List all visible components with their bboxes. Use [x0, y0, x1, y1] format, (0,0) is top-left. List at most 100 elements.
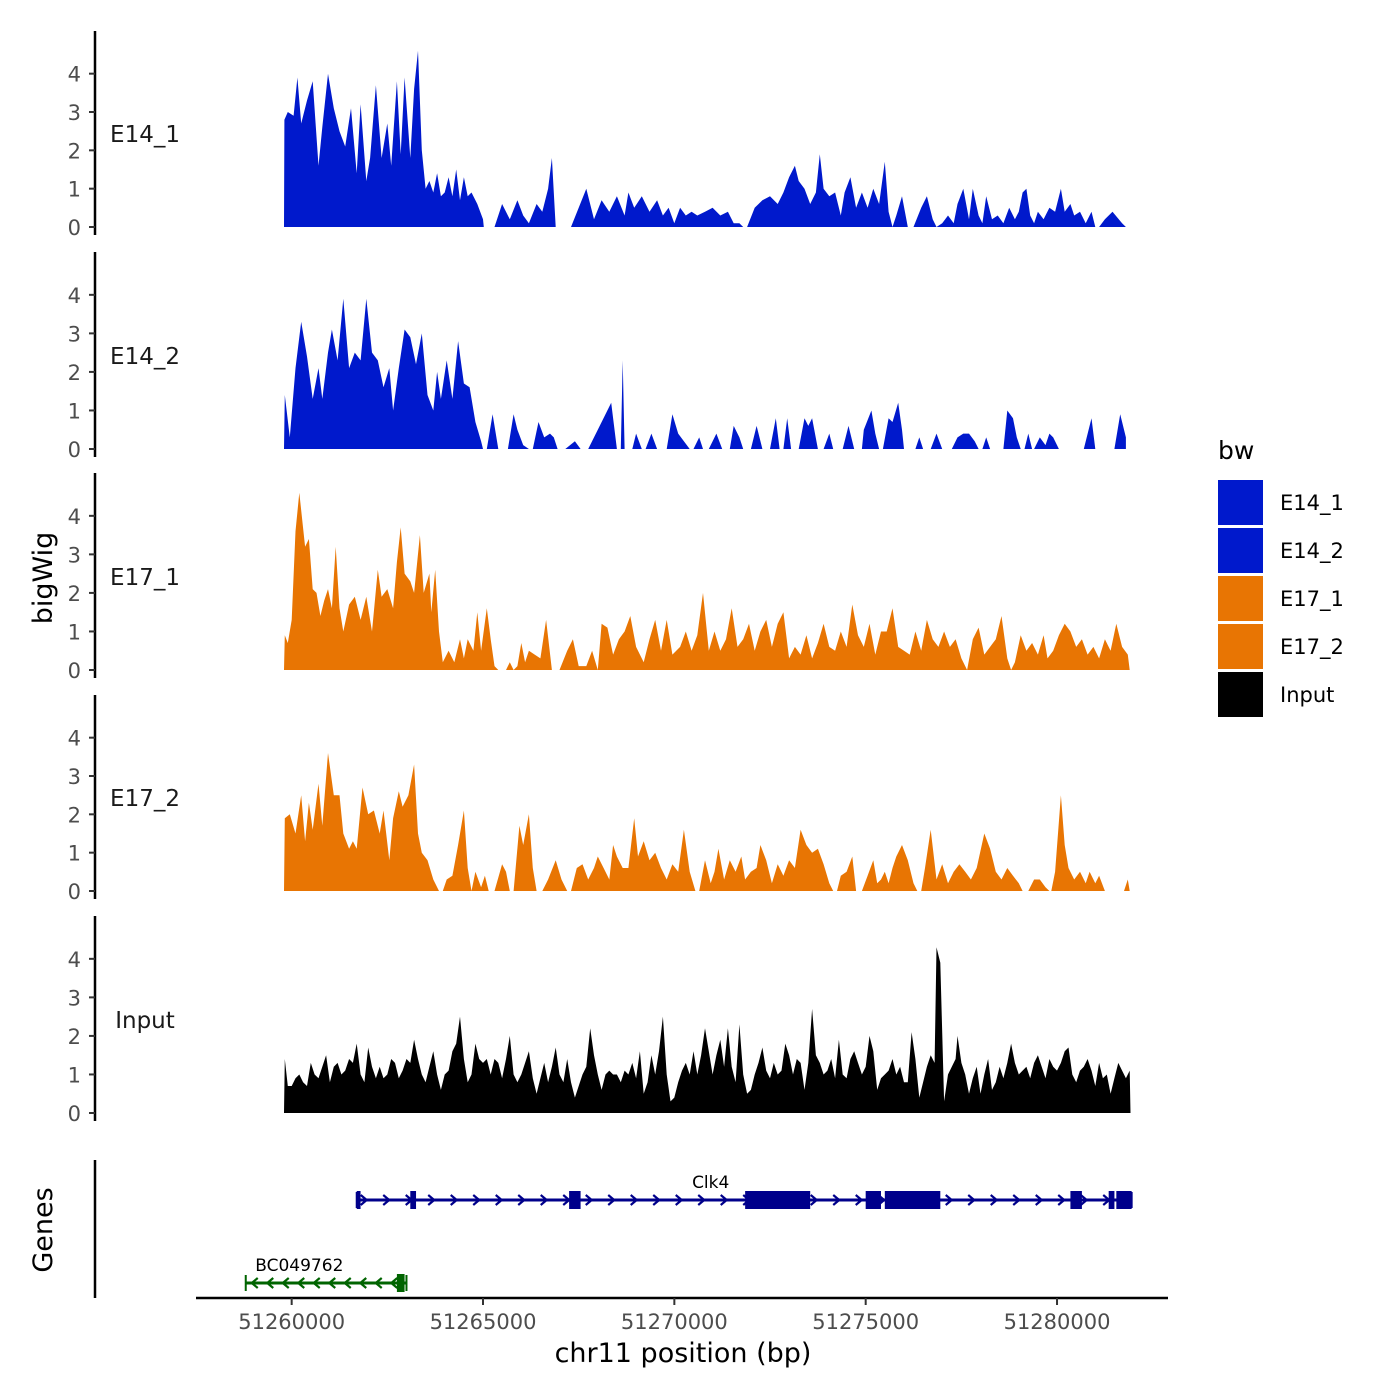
strand-arrow [585, 1194, 594, 1206]
y-tick-label: 1 [68, 178, 81, 202]
strand-arrow [312, 1277, 321, 1289]
strand-arrow [250, 1277, 259, 1289]
y-tick-label: 3 [68, 986, 81, 1010]
y-tick-label: 1 [68, 1063, 81, 1087]
track-E14_2: 0 1 2 3 4 E14_2 [68, 252, 1126, 462]
exon [1108, 1191, 1115, 1209]
strand-arrow [855, 1194, 864, 1206]
strand-arrow [495, 1194, 504, 1206]
strand-arrow [945, 1194, 954, 1206]
y-tick-label: 0 [68, 659, 81, 683]
y-tick-label: 1 [68, 620, 81, 644]
exon [410, 1191, 417, 1209]
y-tick-label: 4 [68, 948, 81, 972]
strand-arrow [1080, 1194, 1089, 1206]
strand-arrow [517, 1194, 526, 1206]
strand-arrow [450, 1194, 459, 1206]
strand-arrow [360, 1194, 369, 1206]
track-label-E17_1: E17_1 [110, 565, 180, 591]
exon [745, 1191, 811, 1209]
strand-arrow [607, 1194, 616, 1206]
strand-arrow [343, 1277, 352, 1289]
strand-arrow [427, 1194, 436, 1206]
x-tick-label: 51270000 [621, 1310, 728, 1334]
y-tick-label: 4 [68, 284, 81, 308]
y-tick-label: 2 [68, 139, 81, 163]
track-area-E14_1 [284, 50, 1126, 228]
x-tick-label: 51260000 [238, 1310, 345, 1334]
tracks-layer: 0 1 2 3 4 E14_1 0 1 2 3 4 E14_2 0 1 2 3 4 E17_1 0 1 2 3 4 E17_2… [68, 31, 1131, 1126]
y-axis-label-bigwig: bigWig [28, 532, 59, 625]
y-tick-label: 0 [68, 438, 81, 462]
strand-arrow [296, 1277, 305, 1289]
y-tick-label: 1 [68, 842, 81, 866]
strand-arrow [281, 1277, 290, 1289]
gene-BC049762: BC049762 [244, 1256, 408, 1292]
y-tick-label: 0 [68, 216, 81, 240]
track-E14_1: 0 1 2 3 4 E14_1 [68, 31, 1126, 240]
track-label-Input: Input [115, 1008, 175, 1034]
y-tick-label: 4 [68, 63, 81, 87]
strand-arrow [472, 1194, 481, 1206]
exon [569, 1191, 581, 1209]
track-area-E14_2 [284, 298, 1126, 449]
track-Input: 0 1 2 3 4 Input [68, 916, 1131, 1126]
strand-arrow [389, 1277, 398, 1289]
x-axis: 51260000 51265000 51270000 51275000 51280000 [196, 1296, 1168, 1334]
y-tick-label: 3 [68, 101, 81, 125]
strand-arrow [697, 1194, 706, 1206]
exon [884, 1191, 941, 1209]
strand-arrow [652, 1194, 661, 1206]
y-tick-label: 3 [68, 322, 81, 346]
legend-swatch-E14_2 [1218, 528, 1263, 573]
track-E17_1: 0 1 2 3 4 E17_1 [68, 473, 1130, 683]
y-tick-label: 3 [68, 543, 81, 567]
y-tick-label: 1 [68, 399, 81, 423]
track-label-E14_1: E14_1 [110, 122, 180, 148]
strand-arrow [327, 1277, 336, 1289]
y-tick-label: 3 [68, 765, 81, 789]
legend-label-E17_1: E17_1 [1280, 587, 1344, 612]
x-axis-title: chr11 position (bp) [555, 1338, 812, 1369]
y-tick-label: 2 [68, 803, 81, 827]
strand-arrow [382, 1194, 391, 1206]
strand-arrow [540, 1194, 549, 1206]
y-tick-label: 2 [68, 582, 81, 606]
strand-arrow [990, 1194, 999, 1206]
strand-arrow [810, 1194, 819, 1206]
genes-layer: Clk4 BC049762 [93, 1160, 1133, 1298]
track-area-E17_2 [284, 753, 1130, 891]
track-label-E14_2: E14_2 [110, 344, 180, 370]
strand-arrow [967, 1194, 976, 1206]
track-area-Input [284, 947, 1131, 1113]
strand-arrow [374, 1277, 383, 1289]
legend-title: bw [1218, 436, 1254, 465]
track-E17_2: 0 1 2 3 4 E17_2 [68, 695, 1130, 904]
strand-arrow [1057, 1194, 1066, 1206]
gene-label-BC049762: BC049762 [255, 1256, 343, 1276]
y-tick-label: 2 [68, 1025, 81, 1049]
y-axis-label-genes: Genes [28, 1187, 59, 1272]
y-tick-label: 4 [68, 505, 81, 529]
legend-label-E17_2: E17_2 [1280, 635, 1344, 660]
y-tick-label: 0 [68, 880, 81, 904]
strand-arrow [832, 1194, 841, 1206]
x-tick-label: 51265000 [430, 1310, 537, 1334]
legend-swatch-E14_1 [1218, 480, 1263, 525]
strand-arrow [265, 1277, 274, 1289]
strand-arrow [358, 1277, 367, 1289]
legend-label-E14_1: E14_1 [1280, 491, 1344, 516]
y-tick-label: 2 [68, 361, 81, 385]
track-label-E17_2: E17_2 [110, 786, 180, 812]
track-area-E17_1 [284, 492, 1130, 670]
y-tick-label: 0 [68, 1102, 81, 1126]
x-tick-label: 51275000 [812, 1310, 919, 1334]
exon [1116, 1191, 1132, 1209]
exon [865, 1191, 881, 1209]
strand-arrow [1012, 1194, 1021, 1206]
legend-swatch-Input [1218, 672, 1263, 717]
legend-swatch-E17_2 [1218, 624, 1263, 669]
x-tick-label: 51280000 [1004, 1310, 1111, 1334]
legend-label-Input: Input [1280, 683, 1334, 707]
